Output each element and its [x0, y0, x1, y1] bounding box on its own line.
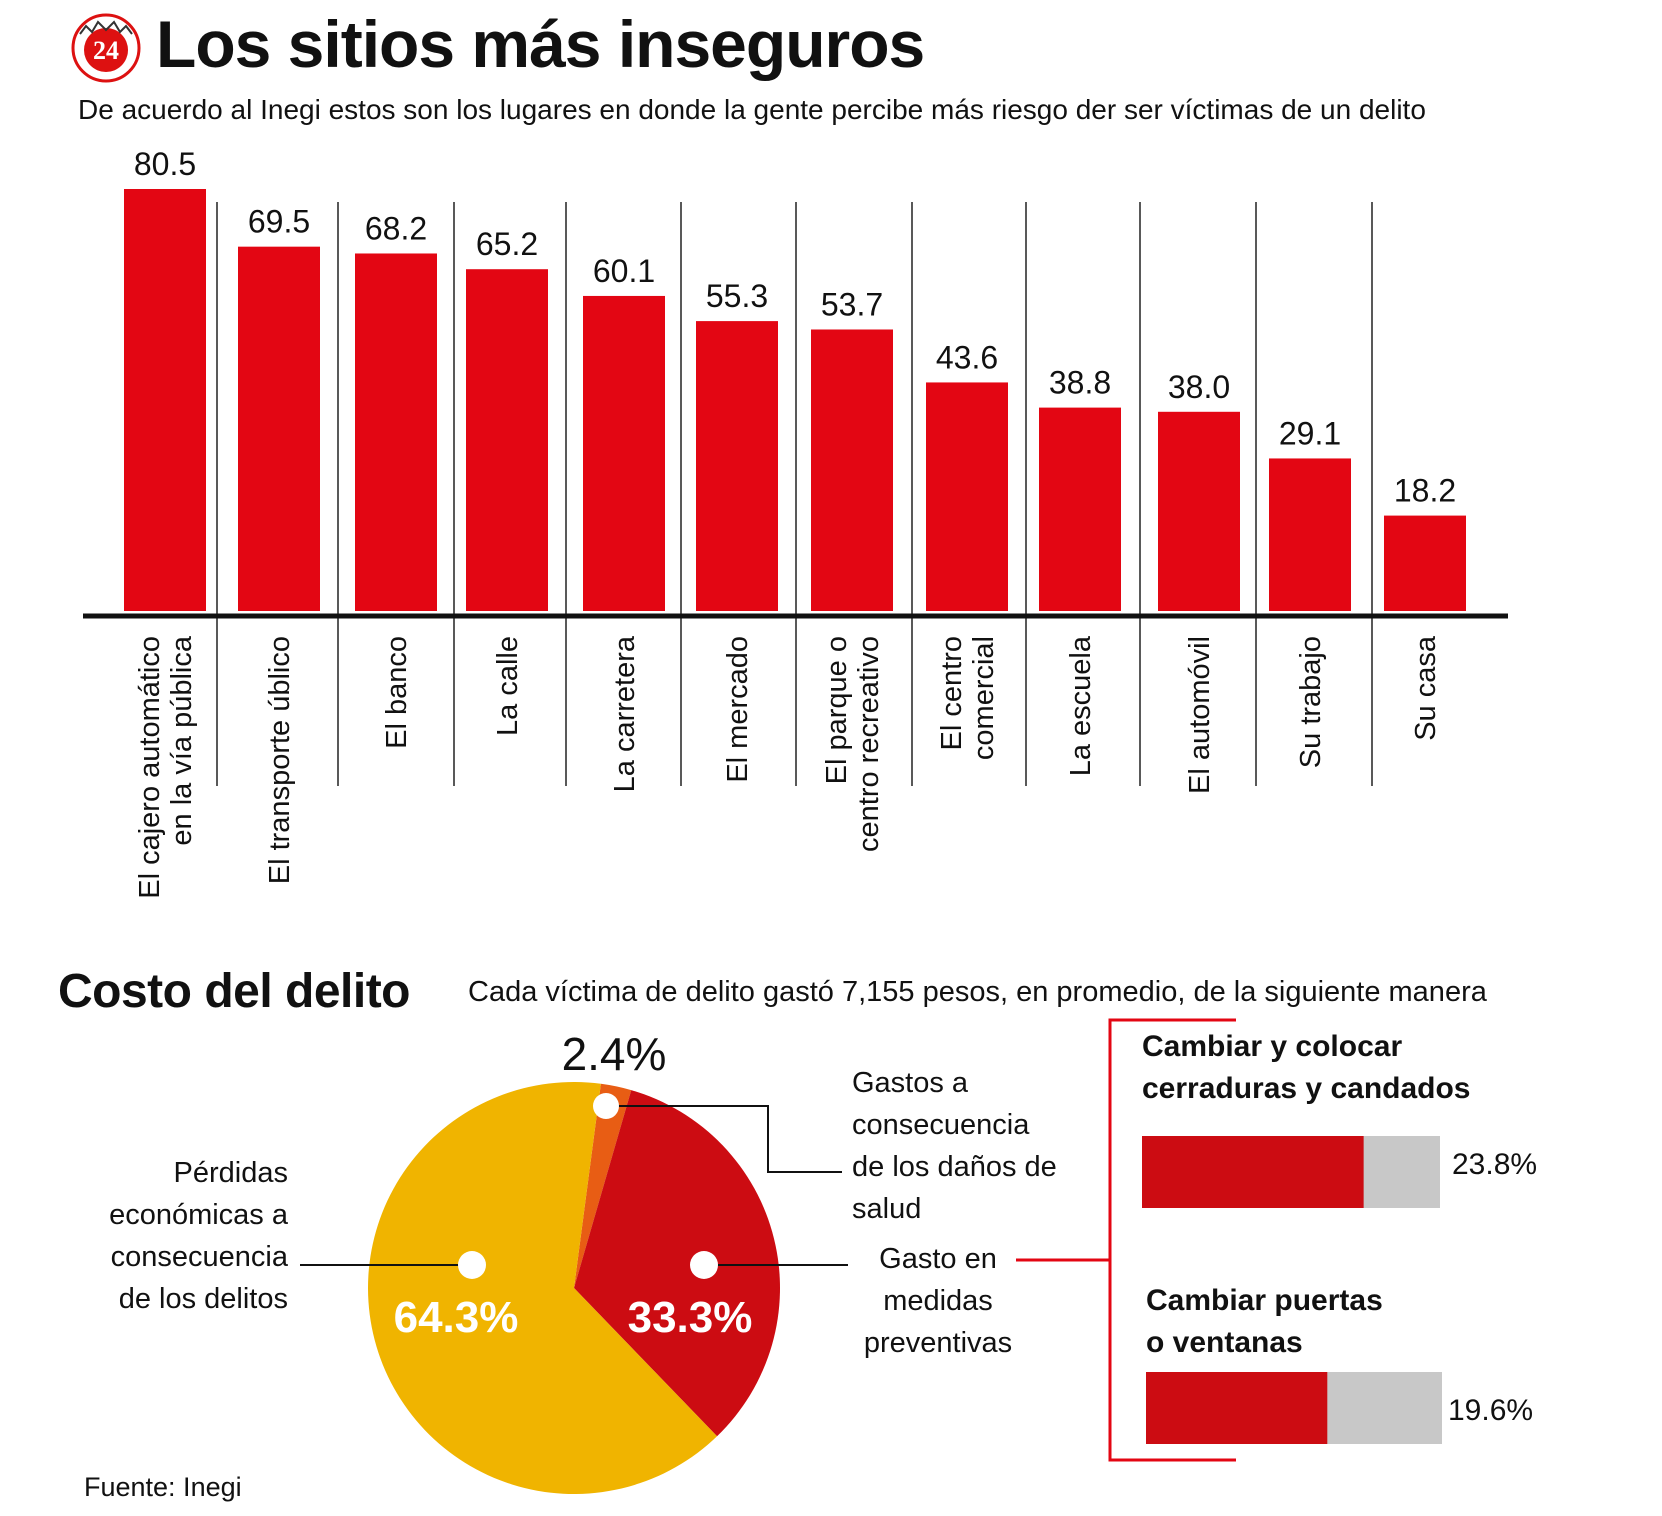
hbar-title: Cambiar y colocar cerraduras y candados: [1142, 1030, 1471, 1105]
pie-slice-label: Pérdidas económicas a consecuencia de los d…: [109, 1157, 289, 1315]
bar-value-label: 65.2: [476, 226, 538, 262]
bar-value-label: 38.0: [1168, 369, 1230, 405]
category-label: El banco: [381, 636, 413, 749]
bar: [1384, 515, 1466, 611]
category-label: La escuela: [1065, 635, 1097, 776]
category-label: El mercado: [722, 636, 754, 783]
hbar-track: [1142, 1136, 1440, 1208]
bar: [124, 189, 206, 611]
category-label: El automóvil: [1184, 636, 1216, 794]
category-label: El cajero automáticoen la vía pública: [134, 635, 198, 899]
bar-value-label: 43.6: [936, 339, 998, 375]
bar: [811, 329, 893, 611]
category-label: Su casa: [1410, 635, 1442, 741]
pie-slice-label: Gasto en medidas preventivas: [864, 1243, 1012, 1359]
bar-value-label: 55.3: [706, 278, 768, 314]
hbar-title: Cambiar puertas o ventanas: [1146, 1284, 1383, 1359]
bracket: [1108, 1018, 1236, 1462]
bar: [355, 253, 437, 612]
bar: [583, 295, 665, 611]
bar-value-label: 68.2: [365, 210, 427, 246]
hbar-value-label: 23.8%: [1452, 1148, 1537, 1181]
category-label: El transporte úblico: [264, 636, 296, 884]
category-label: La carretera: [609, 635, 641, 792]
pie-percent-label: 64.3%: [394, 1293, 519, 1342]
hbar-fill: [1146, 1372, 1328, 1444]
section-subtitle: Cada víctima de delito gastó 7,155 pesos…: [468, 976, 1487, 1008]
hbar-track: [1146, 1372, 1442, 1444]
pie-percent-label: 33.3%: [628, 1293, 753, 1342]
hbar-value-label: 19.6%: [1448, 1394, 1533, 1427]
hbar-fill: [1142, 1136, 1364, 1208]
bar-value-label: 60.1: [593, 253, 655, 289]
section-title: Costo del delito: [58, 965, 411, 1018]
bar-value-label: 69.5: [248, 204, 310, 240]
logo-text: 24: [93, 36, 119, 65]
bar-chart: 80.5 El cajero automáticoen la vía públic…: [83, 146, 1508, 899]
bar: [1158, 411, 1240, 611]
bar: [696, 321, 778, 611]
source-note: Fuente: Inegi: [84, 1472, 242, 1502]
bar: [1039, 407, 1121, 611]
pie-dot: [593, 1093, 619, 1119]
page-title: Los sitios más inseguros: [156, 7, 925, 81]
pie-slice-label: Gastos a consecuencia de los daños de salud: [852, 1067, 1057, 1225]
bar-value-label: 18.2: [1394, 473, 1456, 509]
category-label: El centrocomercial: [936, 636, 1000, 760]
bar-value-label: 80.5: [134, 146, 196, 182]
bar: [1269, 458, 1351, 611]
bar: [926, 382, 1008, 611]
pie-slice: [368, 1082, 718, 1495]
pie-slice: [574, 1083, 632, 1288]
leader-line: [606, 1105, 842, 1173]
bar-value-label: 29.1: [1279, 415, 1341, 451]
pie-percent-label: 2.4%: [562, 1028, 667, 1080]
bar-value-label: 53.7: [821, 286, 883, 322]
bar: [466, 269, 548, 611]
pie-dot: [458, 1251, 486, 1279]
pie-dot: [690, 1251, 718, 1279]
category-label: Su trabajo: [1295, 636, 1327, 768]
category-label: El parque ocentro recreativo: [821, 636, 885, 852]
category-label: La calle: [492, 636, 524, 736]
bar: [238, 246, 320, 611]
bar-value-label: 38.8: [1049, 365, 1111, 401]
pie-slice: [574, 1090, 781, 1437]
brand-logo: 24: [71, 13, 141, 83]
page-subtitle: De acuerdo al Inegi estos son los lugare…: [78, 94, 1426, 125]
